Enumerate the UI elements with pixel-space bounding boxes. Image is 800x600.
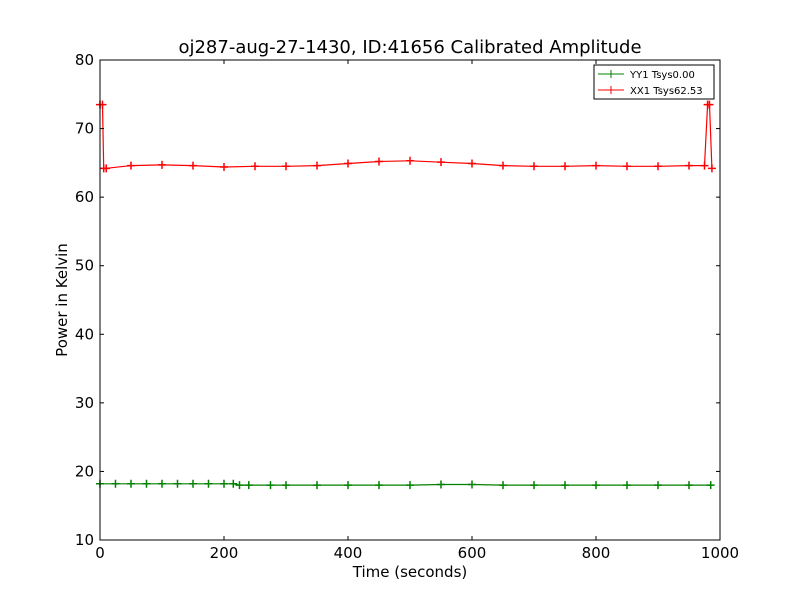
data-point <box>244 481 253 490</box>
data-point <box>189 479 197 488</box>
data-point <box>158 479 166 488</box>
x-axis-label: Time (seconds) <box>352 563 468 581</box>
data-point <box>707 164 716 173</box>
legend-box <box>593 64 715 100</box>
data-point <box>266 481 275 490</box>
data-point <box>375 157 383 166</box>
data-point <box>561 162 569 171</box>
data-point <box>158 160 166 169</box>
data-point <box>561 481 569 490</box>
y-axis-label: Power in Kelvin <box>53 243 71 357</box>
y-tick-label: 80 <box>75 51 94 69</box>
data-point <box>623 481 631 490</box>
y-tick-label: 50 <box>75 257 94 275</box>
data-point <box>102 164 111 173</box>
data-point <box>700 161 709 170</box>
y-tick-label: 40 <box>75 325 94 343</box>
data-point <box>127 161 135 170</box>
data-point <box>229 479 238 488</box>
data-point <box>220 162 228 171</box>
y-tick-label: 30 <box>75 394 94 412</box>
data-point <box>406 481 414 490</box>
x-tick-label: 0 <box>95 544 105 562</box>
data-point <box>235 481 244 490</box>
y-tick-label: 70 <box>75 120 94 138</box>
x-tick-label: 200 <box>210 544 239 562</box>
data-point <box>251 162 259 171</box>
data-point <box>592 481 600 490</box>
y-tick-label: 10 <box>75 531 94 549</box>
data-point <box>499 161 507 170</box>
data-point <box>344 481 352 490</box>
data-point <box>530 481 538 490</box>
data-point <box>406 156 414 165</box>
series-layer <box>96 100 716 490</box>
data-point <box>592 161 600 170</box>
data-point <box>706 481 715 490</box>
data-point <box>468 159 476 168</box>
data-point <box>623 162 631 171</box>
data-point <box>142 479 151 488</box>
x-tick-label: 600 <box>458 544 487 562</box>
data-point <box>654 162 662 171</box>
data-point <box>437 158 445 167</box>
data-point <box>313 161 321 170</box>
data-point <box>685 161 693 170</box>
legend: YY1 Tsys0.00 XX1 Tsys62.53 <box>593 64 715 100</box>
data-point <box>499 481 507 490</box>
data-point <box>344 159 352 168</box>
x-tick-label: 1000 <box>701 544 739 562</box>
data-point <box>654 481 662 490</box>
ticks-layer: 0 200 400 600 800 1000 10 20 30 40 50 60 70 80 <box>75 51 739 562</box>
data-point <box>127 479 135 488</box>
chart-title: oj287-aug-27-1430, ID:41656 Calibrated A… <box>178 37 641 58</box>
series-line <box>100 483 711 486</box>
data-point <box>282 162 290 171</box>
y-tick-label: 20 <box>75 462 94 480</box>
data-point <box>375 481 383 490</box>
data-point <box>468 480 476 489</box>
data-point <box>204 479 213 488</box>
x-tick-label: 800 <box>582 544 611 562</box>
data-point <box>685 481 693 490</box>
plot-frame <box>99 59 721 541</box>
data-point <box>437 480 445 489</box>
data-point <box>530 162 538 171</box>
series-xx1 <box>96 100 716 173</box>
data-point <box>705 100 714 109</box>
y-tick-label: 60 <box>75 188 94 206</box>
data-point <box>313 481 321 490</box>
data-point <box>220 479 228 488</box>
data-point <box>111 479 120 488</box>
x-tick-label: 400 <box>334 544 363 562</box>
data-point <box>173 479 182 488</box>
data-point <box>189 161 197 170</box>
legend-label-xx1: XX1 Tsys62.53 <box>630 86 703 97</box>
legend-label-yy1: YY1 Tsys0.00 <box>629 70 695 81</box>
data-point <box>282 481 290 490</box>
